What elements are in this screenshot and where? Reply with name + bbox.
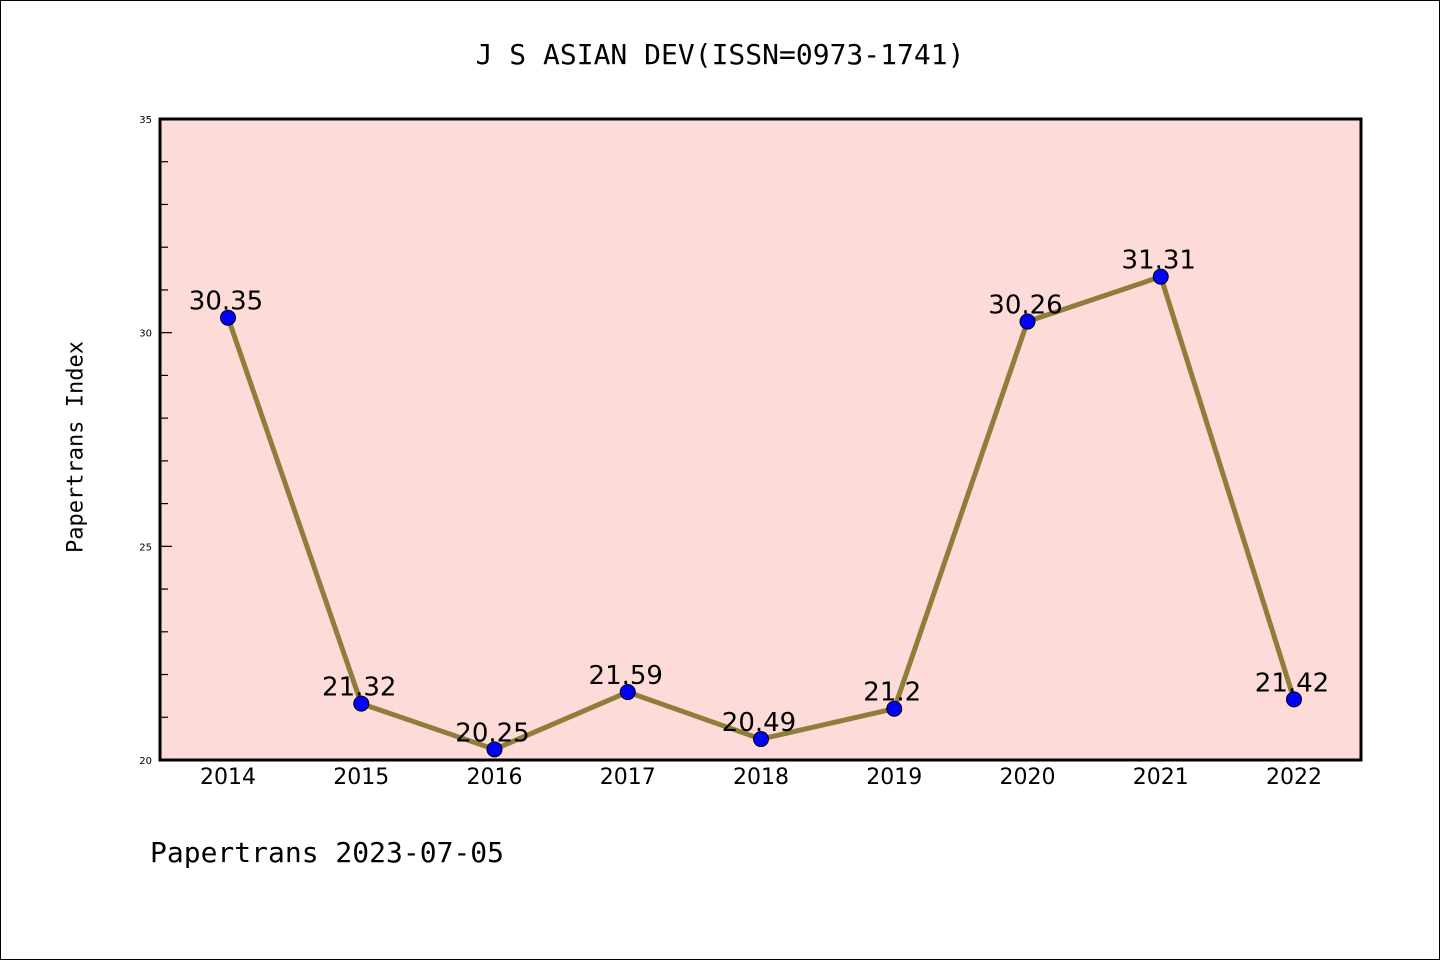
- x-tick-label: 2021: [1133, 765, 1189, 790]
- data-point: [619, 684, 636, 701]
- data-point: [220, 309, 236, 326]
- data-label: 21.2: [863, 678, 921, 708]
- data-point: [1286, 691, 1302, 708]
- x-tick-label: 2020: [1000, 765, 1056, 790]
- data-point: [1019, 313, 1036, 330]
- data-label: 20.49: [722, 708, 796, 738]
- data-label: 30.26: [988, 291, 1062, 321]
- y-tick-label: 20: [139, 756, 152, 767]
- plot-area: [158, 117, 1363, 762]
- y-tick-label: 25: [139, 542, 152, 553]
- data-point: [1152, 268, 1169, 285]
- data-point: [753, 731, 769, 748]
- data-label: 21.42: [1255, 668, 1329, 698]
- data-point: [486, 741, 503, 758]
- x-tick-label: 2019: [866, 765, 922, 790]
- data-label: 31.31: [1122, 246, 1196, 276]
- footer-text: Papertrans 2023-07-05: [150, 836, 505, 869]
- x-tick-label: 2018: [733, 765, 789, 790]
- data-point: [353, 695, 370, 712]
- y-tick-label: 30: [139, 329, 152, 340]
- x-tick-label: 2022: [1266, 765, 1322, 790]
- data-label: 30.35: [189, 287, 263, 317]
- x-tick-label: 2014: [200, 765, 256, 790]
- x-tick-label: 2016: [467, 765, 523, 790]
- data-label: 21.59: [589, 661, 663, 691]
- data-point: [886, 700, 903, 717]
- x-tick-label: 2015: [333, 765, 389, 790]
- chart-title: J S ASIAN DEV(ISSN=0973-1741): [475, 38, 965, 71]
- x-tick-label: 2017: [600, 765, 656, 790]
- data-label: 20.25: [455, 718, 529, 748]
- data-label: 21.32: [322, 673, 396, 703]
- y-tick-label: 35: [139, 115, 152, 126]
